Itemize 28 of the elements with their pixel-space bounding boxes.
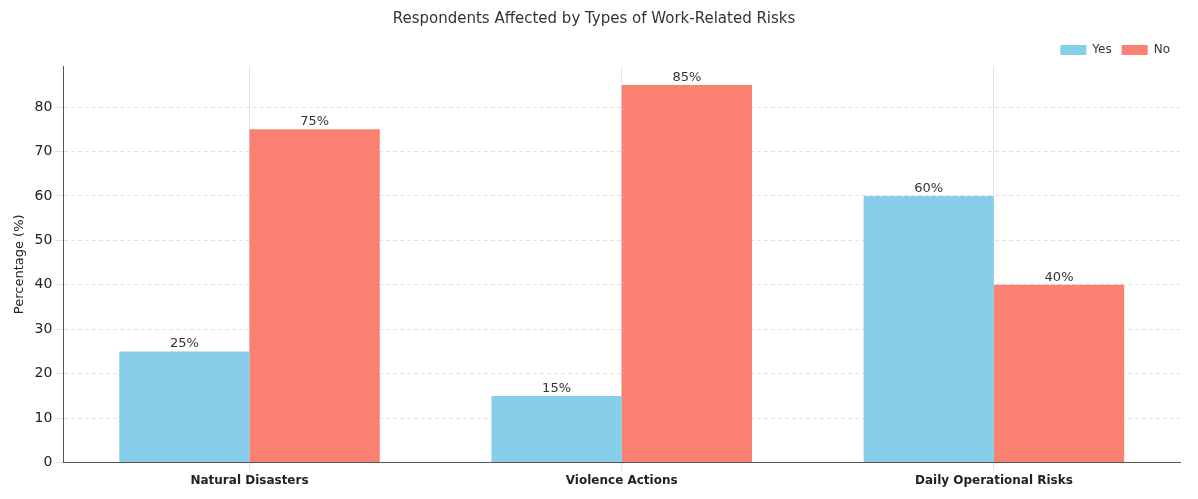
data-label: 15% <box>542 379 572 395</box>
chart-title: Respondents Affected by Types of Work-Related Risks <box>392 8 796 27</box>
y-tick-label: 60 <box>34 186 53 203</box>
legend-label: No <box>1153 42 1171 57</box>
y-tick-label: 40 <box>34 275 53 292</box>
bar <box>863 195 994 463</box>
bar <box>491 395 622 463</box>
data-label: 40% <box>1044 268 1074 284</box>
x-tick-label: Natural Disasters <box>190 472 309 487</box>
y-axis-title: Percentage (%) <box>11 214 27 315</box>
x-tick-label: Daily Operational Risks <box>914 472 1073 487</box>
data-label: 85% <box>672 68 702 84</box>
y-tick-label: 30 <box>34 319 53 336</box>
data-label: 25% <box>169 335 199 351</box>
bar <box>993 284 1125 463</box>
y-tick-label: 50 <box>34 231 53 248</box>
bar <box>119 351 250 463</box>
legend-label: Yes <box>1091 42 1112 57</box>
y-tick-label: 20 <box>34 364 53 381</box>
x-tick-label: Violence Actions <box>565 472 678 487</box>
bar <box>249 129 380 463</box>
data-label: 75% <box>300 113 330 129</box>
data-label: 60% <box>914 179 944 195</box>
bar <box>621 84 752 463</box>
y-tick-label: 80 <box>34 97 53 114</box>
y-tick-label: 70 <box>34 142 53 159</box>
y-tick-label: 0 <box>43 453 53 470</box>
y-tick-label: 10 <box>34 408 53 425</box>
